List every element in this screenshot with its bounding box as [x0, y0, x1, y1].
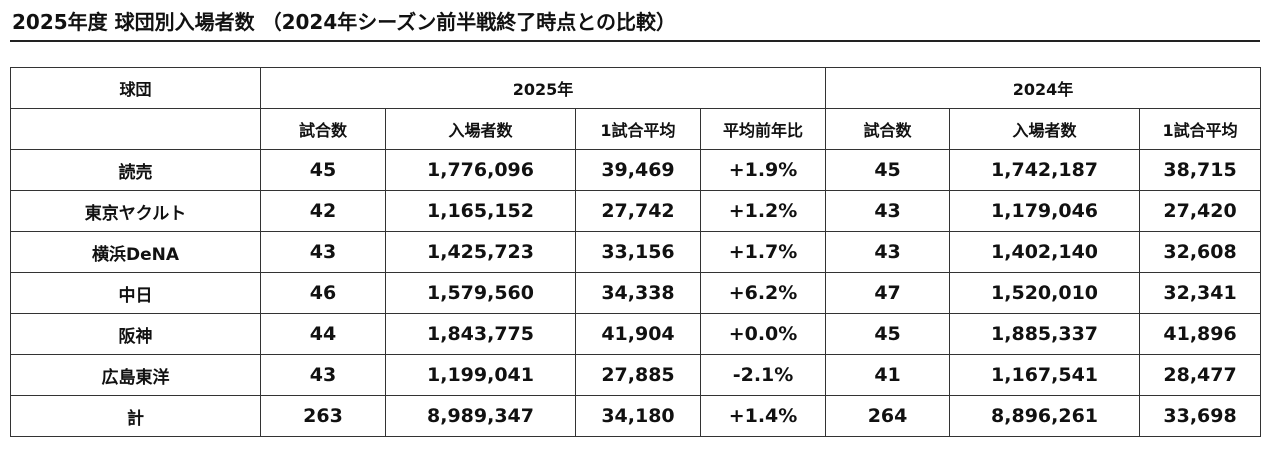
games-2025: 45 — [260, 149, 386, 191]
games-2024: 43 — [825, 231, 951, 273]
total-attendance-2025: 8,989,347 — [385, 395, 576, 437]
attendance-2024: 1,520,010 — [949, 272, 1141, 314]
average-2025: 41,904 — [575, 313, 701, 355]
attendance-2025: 1,165,152 — [385, 190, 576, 232]
table-row: 阪神 44 1,843,775 41,904 +0.0% 45 1,885,33… — [10, 313, 1262, 355]
team-name: 東京ヤクルト — [10, 190, 261, 232]
games-2025: 44 — [260, 313, 386, 355]
games-2025: 46 — [260, 272, 386, 314]
average-2024: 28,477 — [1139, 354, 1262, 396]
total-attendance-2024: 8,896,261 — [949, 395, 1141, 437]
attendance-2025: 1,843,775 — [385, 313, 576, 355]
total-games-2025: 263 — [260, 395, 386, 437]
header-year-2025: 2025年 — [259, 67, 827, 109]
yoy-change: +0.0% — [699, 313, 827, 355]
games-2025: 42 — [260, 190, 386, 232]
average-2024: 32,341 — [1139, 272, 1262, 314]
attendance-2024: 1,179,046 — [949, 190, 1141, 232]
attendance-table: 球団 2025年 2024年 試合数 入場者数 1試合平均 平均前年比 試合数 … — [10, 67, 1262, 437]
average-2024: 38,715 — [1139, 149, 1262, 191]
yoy-change: +1.7% — [699, 231, 827, 273]
attendance-2024: 1,885,337 — [949, 313, 1141, 355]
table-row: 横浜DeNA 43 1,425,723 33,156 +1.7% 43 1,40… — [10, 231, 1262, 273]
yoy-change: +1.2% — [699, 190, 827, 232]
total-row: 計 263 8,989,347 34,180 +1.4% 264 8,896,2… — [10, 395, 1262, 437]
total-games-2024: 264 — [825, 395, 951, 437]
header-games-2025: 試合数 — [260, 108, 386, 150]
attendance-2025: 1,579,560 — [385, 272, 576, 314]
header-team: 球団 — [10, 67, 261, 109]
average-2024: 41,896 — [1139, 313, 1262, 355]
header-attendance-2025: 入場者数 — [385, 108, 576, 150]
team-name: 中日 — [10, 272, 261, 314]
attendance-2024: 1,742,187 — [949, 149, 1141, 191]
games-2025: 43 — [260, 231, 386, 273]
header-yoy-2025: 平均前年比 — [699, 108, 827, 150]
header-row-years: 球団 2025年 2024年 — [10, 67, 1262, 109]
attendance-2024: 1,167,541 — [949, 354, 1141, 396]
team-name: 横浜DeNA — [10, 231, 261, 273]
header-year-2024: 2024年 — [825, 67, 1262, 109]
attendance-2025: 1,425,723 — [385, 231, 576, 273]
average-2025: 27,885 — [575, 354, 701, 396]
table-row: 東京ヤクルト 42 1,165,152 27,742 +1.2% 43 1,17… — [10, 190, 1262, 232]
games-2024: 43 — [825, 190, 951, 232]
average-2025: 39,469 — [575, 149, 701, 191]
table-row: 読売 45 1,776,096 39,469 +1.9% 45 1,742,18… — [10, 149, 1262, 191]
header-average-2024: 1試合平均 — [1139, 108, 1262, 150]
team-name: 広島東洋 — [10, 354, 261, 396]
average-2024: 32,608 — [1139, 231, 1262, 273]
total-average-2024: 33,698 — [1139, 395, 1262, 437]
header-games-2024: 試合数 — [825, 108, 951, 150]
games-2024: 47 — [825, 272, 951, 314]
games-2024: 41 — [825, 354, 951, 396]
average-2025: 34,338 — [575, 272, 701, 314]
attendance-2024: 1,402,140 — [949, 231, 1141, 273]
games-2024: 45 — [825, 149, 951, 191]
total-yoy-change: +1.4% — [699, 395, 827, 437]
table-row: 中日 46 1,579,560 34,338 +6.2% 47 1,520,01… — [10, 272, 1262, 314]
attendance-2025: 1,776,096 — [385, 149, 576, 191]
average-2025: 27,742 — [575, 190, 701, 232]
header-row-columns: 試合数 入場者数 1試合平均 平均前年比 試合数 入場者数 1試合平均 — [10, 108, 1262, 150]
total-average-2025: 34,180 — [575, 395, 701, 437]
games-2025: 43 — [260, 354, 386, 396]
attendance-2025: 1,199,041 — [385, 354, 576, 396]
header-attendance-2024: 入場者数 — [949, 108, 1141, 150]
team-name: 読売 — [10, 149, 261, 191]
yoy-change: +6.2% — [699, 272, 827, 314]
average-2025: 33,156 — [575, 231, 701, 273]
games-2024: 45 — [825, 313, 951, 355]
header-average-2025: 1試合平均 — [575, 108, 701, 150]
yoy-change: +1.9% — [699, 149, 827, 191]
table-row: 広島東洋 43 1,199,041 27,885 -2.1% 41 1,167,… — [10, 354, 1262, 396]
team-name: 阪神 — [10, 313, 261, 355]
header-team-blank — [10, 108, 261, 150]
yoy-change: -2.1% — [699, 354, 827, 396]
total-label: 計 — [10, 395, 261, 437]
title-underline — [10, 40, 1260, 42]
average-2024: 27,420 — [1139, 190, 1262, 232]
page-title: 2025年度 球団別入場者数 （2024年シーズン前半戦終了時点との比較） — [12, 10, 677, 34]
